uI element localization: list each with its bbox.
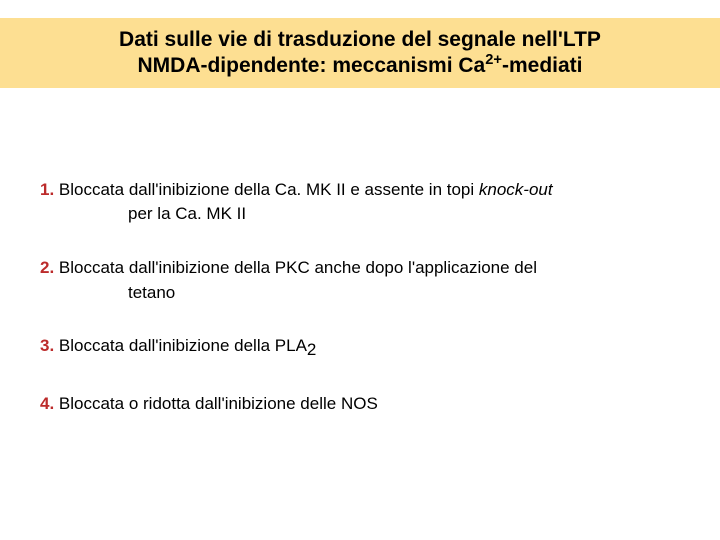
title-band: Dati sulle vie di trasduzione del segnal…	[0, 18, 720, 88]
item-text: Bloccata dall'inibizione della PKC anche…	[54, 258, 537, 277]
item-continuation: tetano	[40, 281, 680, 305]
item-text: Bloccata o ridotta dall'inibizione delle…	[54, 394, 378, 413]
item-subscript: 2	[307, 341, 316, 360]
title-superscript: 2+	[485, 52, 502, 68]
content-area: 1. Bloccata dall'inibizione della Ca. MK…	[0, 88, 720, 447]
slide: Dati sulle vie di trasduzione del segnal…	[0, 0, 720, 540]
list-item: 1. Bloccata dall'inibizione della Ca. MK…	[40, 178, 680, 226]
list-item: 4. Bloccata o ridotta dall'inibizione de…	[40, 392, 680, 416]
title-line-2: NMDA-dipendente: meccanismi Ca2+-mediati	[20, 52, 700, 78]
item-continuation: per la Ca. MK II	[40, 202, 680, 226]
list-item: 3. Bloccata dall'inibizione della PLA2	[40, 334, 680, 362]
item-number: 4.	[40, 394, 54, 413]
title-line-2-pre: NMDA-dipendente: meccanismi Ca	[138, 54, 486, 77]
title-line-1: Dati sulle vie di trasduzione del segnal…	[20, 28, 700, 52]
item-text: Bloccata dall'inibizione della PLA	[54, 336, 307, 355]
item-text: Bloccata dall'inibizione della Ca. MK II…	[54, 180, 479, 199]
item-italic: knock-out	[479, 180, 553, 199]
item-number: 3.	[40, 336, 54, 355]
item-number: 2.	[40, 258, 54, 277]
list-item: 2. Bloccata dall'inibizione della PKC an…	[40, 256, 680, 304]
item-number: 1.	[40, 180, 54, 199]
title-line-2-post: -mediati	[502, 54, 583, 77]
